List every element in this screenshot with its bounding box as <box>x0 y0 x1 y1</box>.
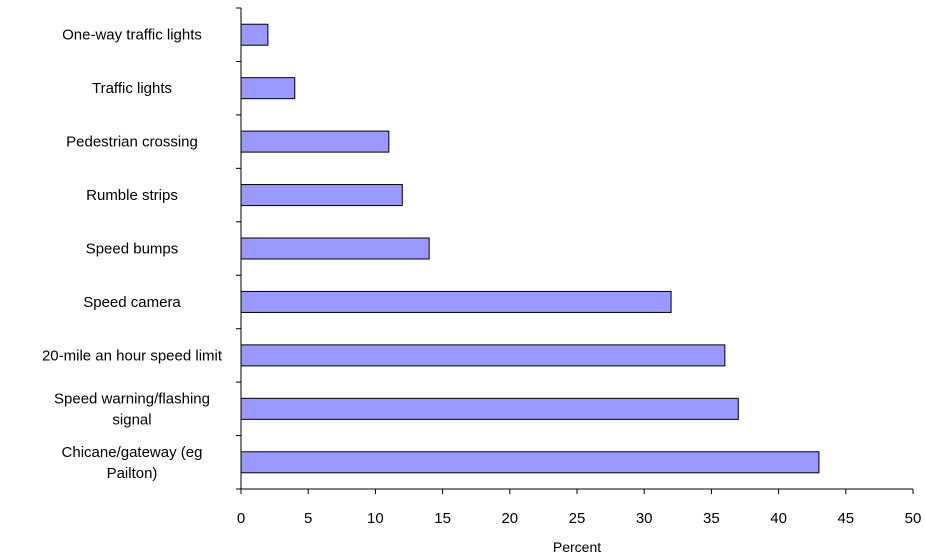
x-tick-label: 0 <box>237 510 245 527</box>
category-label: Chicane/gateway (eg Pailton) <box>62 444 203 482</box>
category-label: Traffic lights <box>92 80 172 97</box>
x-axis-title: Percent <box>553 539 601 555</box>
x-ticks-group: 0 5 10 15 20 25 30 35 40 45 50 <box>237 489 922 527</box>
bar <box>240 184 403 207</box>
category-label: One-way traffic lights <box>62 27 202 44</box>
category-label: Rumble strips <box>86 187 178 204</box>
bar <box>240 344 726 367</box>
x-tick-label: 25 <box>569 510 586 527</box>
bar <box>240 23 269 46</box>
bar <box>240 397 739 420</box>
bar <box>240 77 296 100</box>
category-label: Speed bumps <box>86 241 179 258</box>
x-tick-label: 45 <box>837 510 854 527</box>
bar <box>240 290 672 313</box>
x-tick-label: 30 <box>636 510 653 527</box>
bars-group <box>236 7 820 490</box>
x-tick-label: 50 <box>905 510 922 527</box>
category-label: Speed camera <box>83 294 181 311</box>
x-tick-label: 10 <box>367 510 384 527</box>
x-tick-label: 40 <box>770 510 787 527</box>
bar <box>240 451 820 474</box>
bar <box>240 130 390 153</box>
category-label: Speed warning/flashing signal <box>54 390 210 428</box>
x-tick-label: 5 <box>304 510 312 527</box>
category-label: Pedestrian crossing <box>66 134 198 151</box>
x-tick-label: 35 <box>703 510 720 527</box>
category-labels-group: One-way traffic lights Traffic lights Pede… <box>42 27 223 482</box>
bar <box>240 237 430 260</box>
x-tick-label: 20 <box>501 510 518 527</box>
x-tick-label: 15 <box>434 510 451 527</box>
category-label: 20-mile an hour speed limit <box>42 347 223 364</box>
